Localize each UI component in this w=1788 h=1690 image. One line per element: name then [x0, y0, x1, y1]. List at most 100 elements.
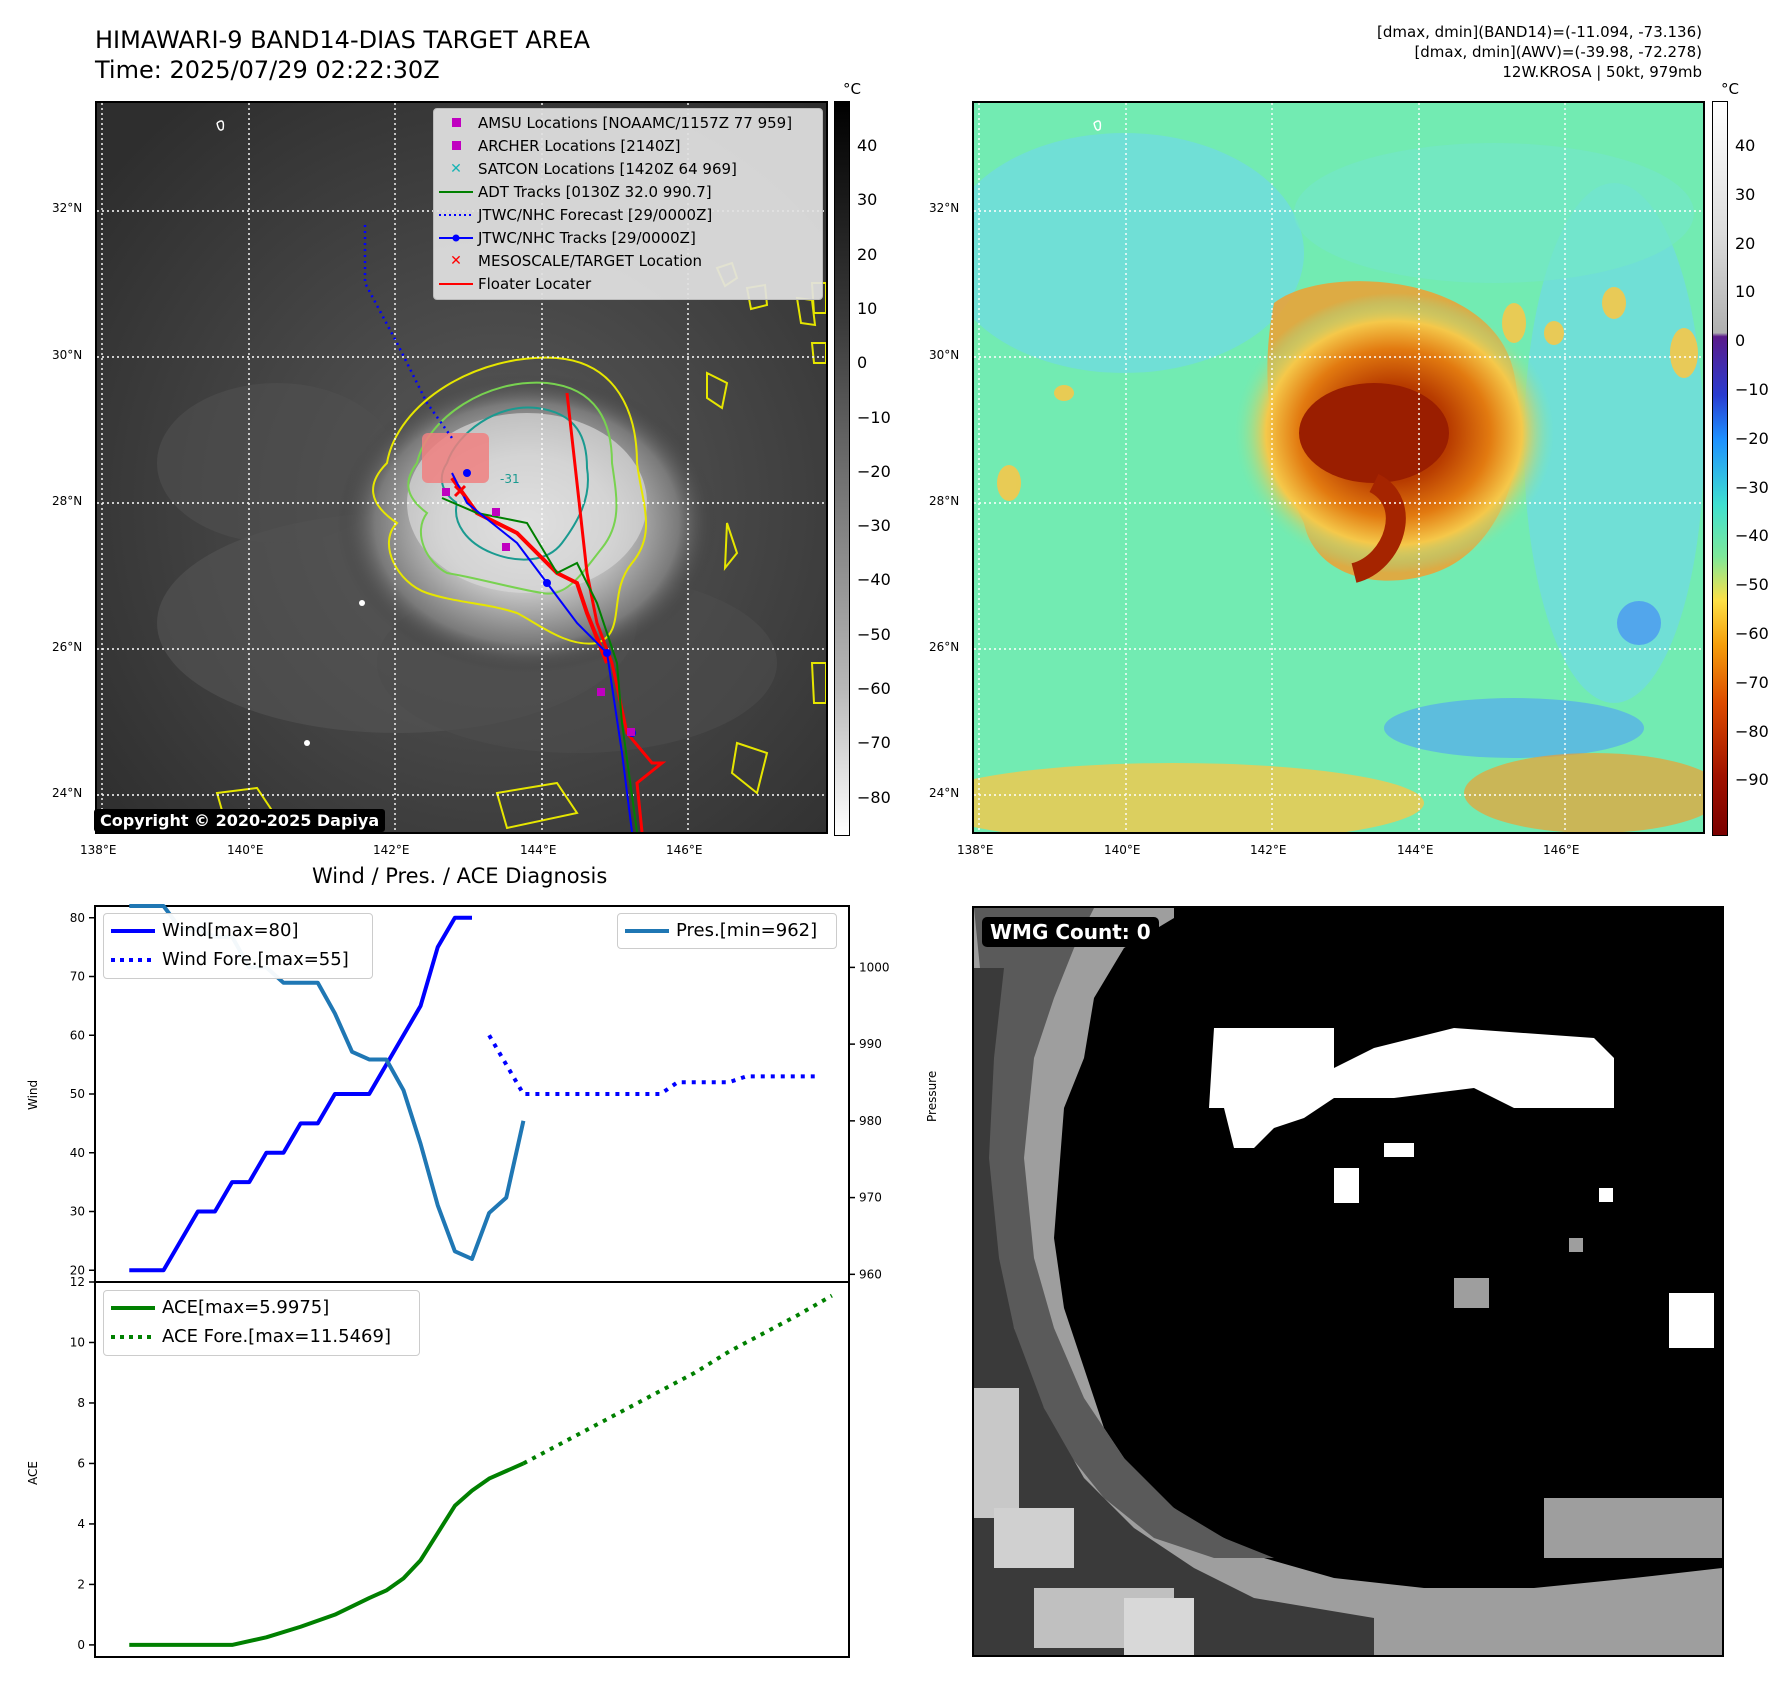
legend-label: SATCON Locations [1420Z 64 969]	[478, 159, 737, 178]
legend-label: ARCHER Locations [2140Z]	[478, 136, 681, 155]
ace-axis-label: ACE	[26, 1461, 40, 1485]
legend-item-wind: Wind[max=80]	[104, 916, 372, 945]
colorbar2-tick: 10	[1735, 282, 1756, 302]
lat-label-28n: 28°N	[929, 494, 960, 508]
colorbar1-unit: °C	[843, 80, 861, 98]
legend-x-icon: ✕	[450, 160, 462, 177]
colorbar1	[834, 101, 850, 836]
colorbar1-tick: −20	[857, 461, 891, 481]
legend-label: MESOSCALE/TARGET Location	[478, 251, 703, 270]
wmg-count-badge: WMG Count: 0	[982, 917, 1159, 947]
colorbar1-tick: 0	[857, 353, 868, 373]
legend-label: ACE[max=5.9975]	[162, 1297, 330, 1318]
figure-title: HIMAWARI-9 BAND14-DIAS TARGET AREA	[95, 26, 591, 54]
legend-x-icon: ✕	[450, 252, 462, 269]
header-storm-info: 12W.KROSA | 50kt, 979mb	[1502, 63, 1702, 81]
legend-item-amsu: AMSU Locations [NOAAMC/1157Z 77 959]	[434, 111, 822, 134]
wind-tick-label: 80	[70, 911, 85, 925]
legend-item-satcon: ✕ SATCON Locations [1420Z 64 969]	[434, 157, 822, 180]
colorbar2-tick: −90	[1735, 770, 1769, 790]
header-stat-band14: [dmax, dmin](BAND14)=(-11.094, -73.136)	[1377, 23, 1702, 41]
wmg-panel	[972, 906, 1724, 1657]
pressure-tick-label: 990	[859, 1037, 882, 1051]
pressure-axis-label: Pressure	[925, 1070, 939, 1122]
legend-item-jtwc-tracks: JTWC/NHC Tracks [29/0000Z]	[434, 226, 822, 249]
colorbar2-tick: 30	[1735, 184, 1756, 204]
lon-label-140e: 140°E	[227, 843, 264, 857]
ace-tick-label: 0	[77, 1638, 85, 1652]
wind-line	[129, 915, 472, 1273]
colorbar2-tick: −80	[1735, 721, 1769, 741]
legend-label: ACE Fore.[max=11.5469]	[162, 1326, 391, 1347]
wmg-image	[974, 908, 1722, 1655]
legend-item-ace-forecast: ACE Fore.[max=11.5469]	[104, 1322, 419, 1351]
lat-label-32n: 32°N	[929, 201, 960, 215]
colorbar2-unit: °C	[1721, 80, 1739, 98]
pressure-tick-label: 960	[859, 1267, 882, 1281]
ace-legend: ACE[max=5.9975] ACE Fore.[max=11.5469]	[103, 1290, 420, 1356]
colorbar2-tick: −50	[1735, 575, 1769, 595]
colorbar1-tick: 10	[857, 298, 878, 318]
legend-item-wind-forecast: Wind Fore.[max=55]	[104, 945, 372, 974]
ace-tick-label: 4	[77, 1517, 85, 1531]
lat-label-24n: 24°N	[929, 786, 960, 800]
pressure-tick-label: 980	[859, 1114, 882, 1128]
legend-item-archer: ARCHER Locations [2140Z]	[434, 134, 822, 157]
legend-item-mesoscale: ✕ MESOSCALE/TARGET Location	[434, 249, 822, 272]
lat-label-28n: 28°N	[52, 494, 83, 508]
ace-tick-label: 10	[70, 1335, 85, 1349]
pressure-tick-label: 1000	[859, 960, 890, 974]
colorbar2	[1712, 101, 1728, 836]
lat-label-32n: 32°N	[52, 201, 83, 215]
lon-label-146e: 146°E	[666, 843, 703, 857]
colorbar1-tick: 40	[857, 136, 878, 155]
lat-label-30n: 30°N	[52, 348, 83, 362]
colorbar1-tick: −60	[857, 679, 891, 698]
header-stats: [dmax, dmin](BAND14)=(-11.094, -73.136) …	[1377, 22, 1702, 82]
lon-label-140e: 140°E	[1104, 843, 1141, 857]
colorbar2-tick: −30	[1735, 477, 1769, 497]
colorbar2-tick: 20	[1735, 233, 1756, 253]
legend-label: AMSU Locations [NOAAMC/1157Z 77 959]	[478, 113, 793, 132]
lon-label-142e: 142°E	[373, 843, 410, 857]
lon-label-144e: 144°E	[520, 843, 557, 857]
contour-label: -31	[500, 472, 520, 486]
ir-map-panel	[95, 101, 828, 834]
legend-square-icon	[451, 118, 461, 127]
colorbar1-tick: −40	[857, 570, 891, 590]
ace-tick-label: 2	[77, 1577, 85, 1591]
diagnosis-chart: 20 30 40 50 60 70 80 960 970 980 990 1000 0 2 4 6 8 10 12	[70, 904, 890, 1658]
copyright-label: Copyright © 2020-2025 Dapiya	[94, 809, 386, 832]
ace-line	[129, 1461, 525, 1647]
colorbar2-tick: −40	[1735, 526, 1769, 546]
wind-tick-label: 20	[70, 1263, 85, 1277]
colorbar1-tick: −80	[857, 787, 891, 807]
colorbar1-tick: −10	[857, 407, 891, 427]
lon-label-142e: 142°E	[1250, 843, 1287, 857]
ace-tick-label: 8	[77, 1396, 85, 1410]
legend-item-pressure: Pres.[min=962]	[618, 916, 836, 945]
legend-item-jtwc-forecast: JTWC/NHC Forecast [29/0000Z]	[434, 203, 822, 226]
wind-tick-label: 30	[70, 1205, 85, 1219]
lon-label-146e: 146°E	[1543, 843, 1580, 857]
wind-forecast-line	[487, 1034, 815, 1096]
wind-legend: Wind[max=80] Wind Fore.[max=55]	[103, 913, 373, 979]
legend-label: ADT Tracks [0130Z 32.0 990.7]	[478, 182, 712, 201]
lat-label-24n: 24°N	[52, 786, 83, 800]
lat-label-26n: 26°N	[929, 640, 960, 654]
legend-item-floater: Floater Locater	[434, 272, 822, 295]
wind-tick-label: 70	[70, 970, 85, 984]
header-stat-awv: [dmax, dmin](AWV)=(-39.98, -72.278)	[1414, 43, 1702, 61]
colorbar2-tick: −10	[1735, 380, 1769, 399]
colorbar2-tick: 40	[1735, 136, 1756, 155]
colorbar1-tick: −70	[857, 733, 891, 753]
lon-label-138e: 138°E	[957, 843, 994, 857]
figure-time: Time: 2025/07/29 02:22:30Z	[95, 56, 440, 84]
legend-label: Wind Fore.[max=55]	[162, 949, 349, 970]
colorbar1-tick: 30	[857, 190, 878, 210]
colorbar1-tick: −50	[857, 624, 891, 644]
pressure-tick-label: 970	[859, 1191, 882, 1205]
awv-map-image	[974, 103, 1703, 832]
lon-label-138e: 138°E	[80, 843, 117, 857]
legend-label: Floater Locater	[478, 274, 592, 293]
